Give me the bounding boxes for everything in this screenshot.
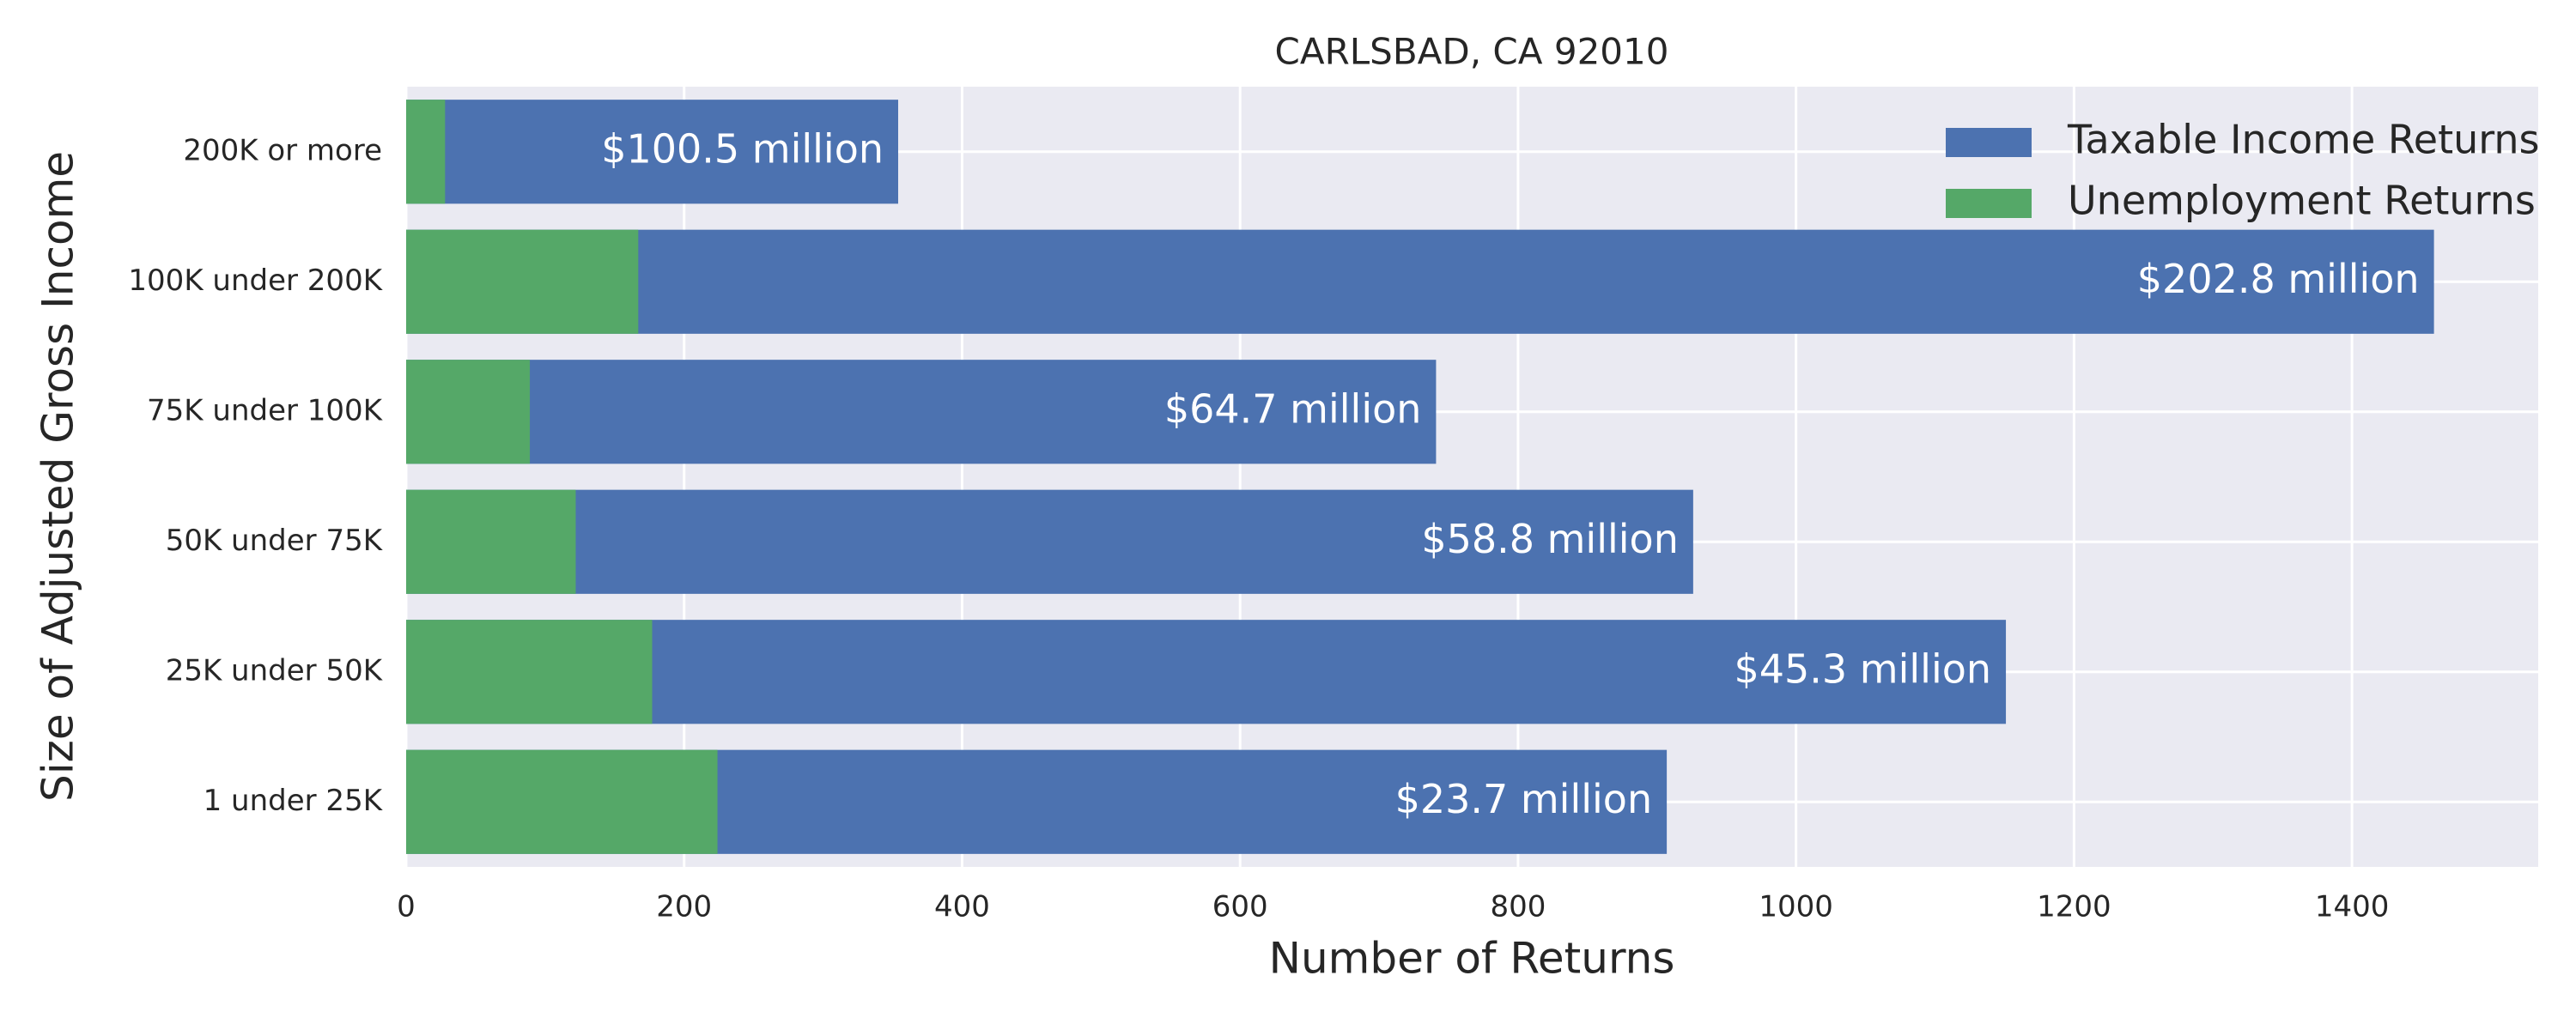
bars xyxy=(406,100,2434,854)
bar-annotation: $45.3 million xyxy=(1735,645,1992,692)
bar xyxy=(406,360,1437,464)
bar-annotation: $100.5 million xyxy=(601,125,884,172)
x-axis-label: Number of Returns xyxy=(1269,934,1675,984)
bar-annotation: $23.7 million xyxy=(1395,776,1653,822)
bar-annotation: $202.8 million xyxy=(2137,256,2420,302)
legend: Taxable Income Returns Unemployment Retur… xyxy=(1946,117,2539,224)
bar xyxy=(406,489,1693,594)
x-tick-label: 800 xyxy=(1490,890,1546,924)
bar xyxy=(406,100,446,204)
x-tick-label: 1200 xyxy=(2037,890,2111,924)
labels: 0 200 400 600 800 1000 1200 1400 200K or more $10… xyxy=(128,125,2419,924)
y-tick-label: 100K under 200K xyxy=(128,264,383,298)
y-tick-label: 50K under 75K xyxy=(166,524,384,558)
bar xyxy=(406,489,576,594)
bar xyxy=(406,749,718,854)
y-tick-label: 75K under 100K xyxy=(147,393,384,427)
legend-swatch xyxy=(1946,189,2032,218)
plot-area xyxy=(406,87,2538,867)
bar xyxy=(406,229,2434,334)
bar-annotation: $64.7 million xyxy=(1164,385,1422,432)
bar xyxy=(406,620,2007,724)
bar xyxy=(406,360,531,464)
bar xyxy=(406,229,639,334)
bar xyxy=(406,620,653,724)
y-tick-label: 25K under 50K xyxy=(166,653,384,688)
bar-annotation: $58.8 million xyxy=(1421,516,1679,562)
bar xyxy=(406,100,898,204)
x-tick-label: 400 xyxy=(934,890,990,924)
x-tick-label: 1400 xyxy=(2315,890,2390,924)
x-tick-label: 1000 xyxy=(1759,890,1833,924)
y-tick-label: 200K or more xyxy=(183,133,382,167)
x-tick-label: 200 xyxy=(656,890,712,924)
chart-title: CARLSBAD, CA 92010 xyxy=(1275,31,1669,73)
y-axis-label: Size of Adjusted Gross Income xyxy=(33,151,83,802)
legend-swatch xyxy=(1946,128,2032,157)
legend-label: Unemployment Returns xyxy=(2068,178,2536,224)
legend-label: Taxable Income Returns xyxy=(2067,117,2539,163)
y-tick-label: 1 under 25K xyxy=(204,784,384,818)
x-tick-label: 0 xyxy=(397,890,416,924)
x-tick-label: 600 xyxy=(1212,890,1268,924)
